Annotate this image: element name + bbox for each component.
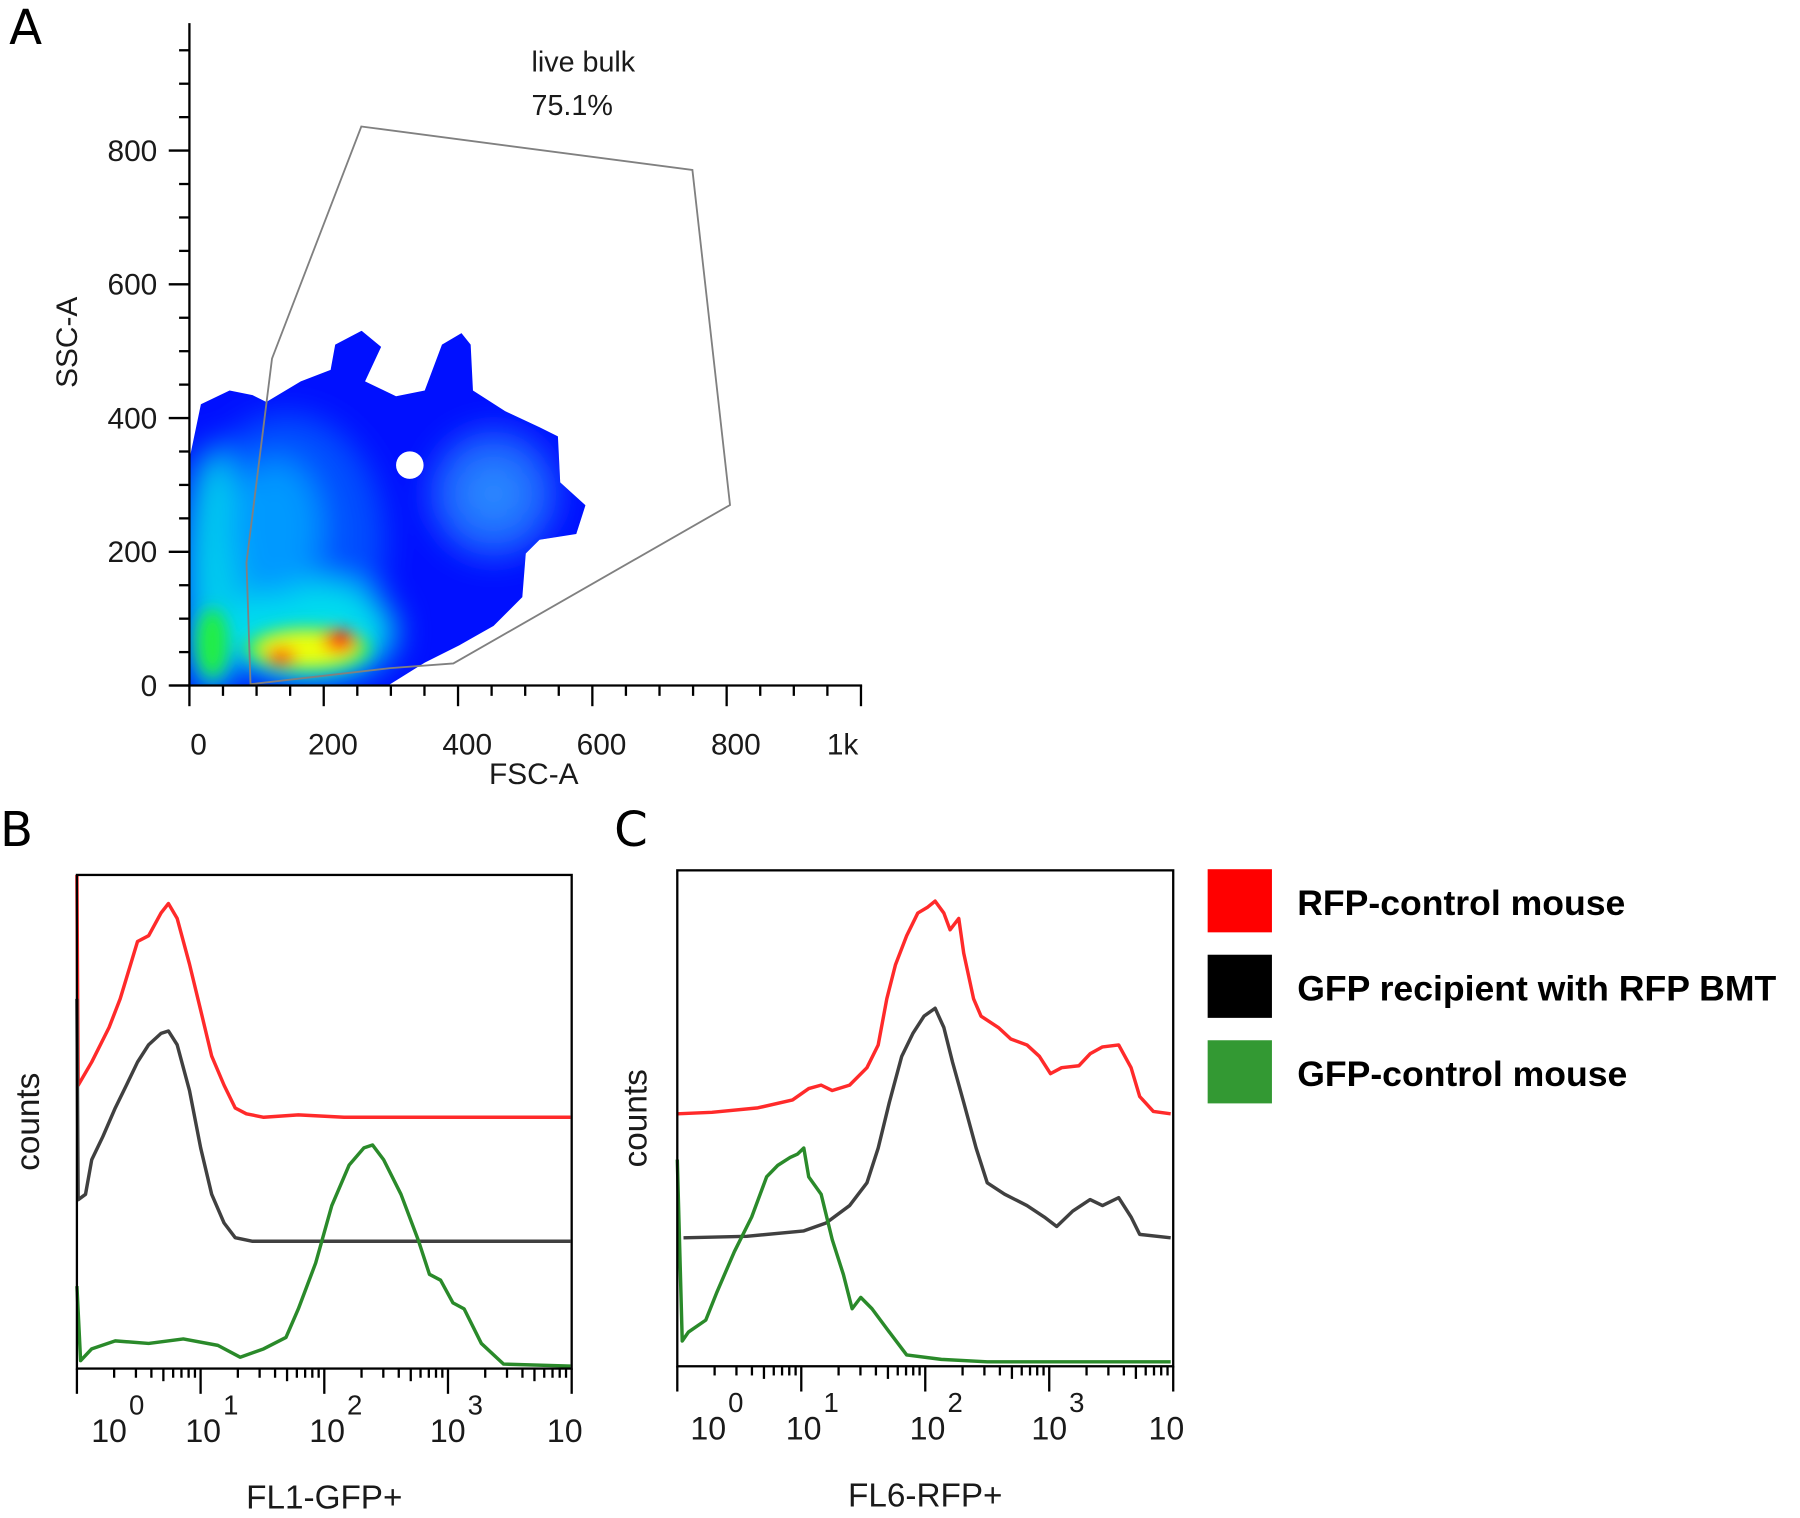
- legend-swatch: [1207, 869, 1272, 933]
- legend-label: RFP-control mouse: [1297, 883, 1625, 923]
- y-tick-label: 800: [107, 135, 157, 168]
- x-tick-label: 600: [577, 728, 627, 761]
- x-tick-label-base: 10: [1031, 1411, 1067, 1447]
- x-tick-label-exponent: 0: [129, 1389, 144, 1420]
- legend-swatch: [1207, 1040, 1272, 1104]
- gate-percent: 75.1%: [532, 90, 613, 122]
- y-tick-label: 400: [107, 402, 157, 435]
- y-tick-label: 600: [107, 269, 157, 302]
- histogram-series-0: [75, 874, 571, 1119]
- x-tick-label: 0: [190, 728, 207, 761]
- gate-polygon: [245, 125, 731, 686]
- x-axis-label: FL1-GFP+: [246, 1480, 402, 1517]
- x-tick-label-base: 10: [1148, 1411, 1184, 1447]
- x-tick-label: 200: [308, 728, 358, 761]
- x-tick-label-exponent: 1: [823, 1387, 838, 1418]
- x-axis-label: FSC-A: [489, 758, 579, 791]
- x-tick-label-base: 10: [185, 1413, 221, 1449]
- density-plot: [189, 330, 586, 686]
- panel-label-a: A: [9, 0, 42, 56]
- x-axis-label: FL6-RFP+: [848, 1477, 1002, 1514]
- x-tick-label-exponent: 3: [1069, 1387, 1084, 1418]
- x-tick-label-exponent: 1: [223, 1389, 238, 1420]
- x-tick-label-base: 10: [309, 1413, 345, 1449]
- x-tick-label: 1k: [827, 728, 859, 761]
- x-tick-label: 400: [442, 728, 492, 761]
- y-tick-label: 200: [107, 536, 157, 569]
- panel-label-b: B: [0, 802, 33, 858]
- y-tick-label: 0: [141, 670, 158, 703]
- y-axis-label: counts: [10, 1073, 47, 1171]
- y-axis-label: counts: [617, 1069, 654, 1167]
- histogram-series-0: [677, 899, 1171, 1116]
- plot-frame: [75, 873, 573, 1370]
- x-tick-label-base: 10: [430, 1413, 466, 1449]
- legend-swatch: [1207, 954, 1272, 1018]
- x-tick-label: 800: [711, 728, 761, 761]
- gate-name: live bulk: [532, 46, 636, 78]
- scatter-plot-fsc-ssc: 0 200 400 600 800 1k 0 200 400 600 800 FSC-A SSC-A li…: [51, 23, 863, 791]
- panel-label-c: C: [614, 802, 648, 858]
- legend: RFP-control mouse GFP recipient with RFP …: [1207, 869, 1776, 1104]
- histogram-series-2: [75, 1143, 571, 1368]
- histogram-series-2: [675, 1146, 1171, 1364]
- plot-frame: [676, 869, 1175, 1368]
- x-tick-label-exponent: 3: [468, 1389, 483, 1420]
- x-tick-label-exponent: 2: [347, 1389, 362, 1420]
- x-tick-label-base: 10: [91, 1413, 127, 1449]
- histogram-series-1: [75, 998, 571, 1243]
- x-tick-label-exponent: 2: [947, 1387, 962, 1418]
- x-tick-label-base: 10: [547, 1413, 583, 1449]
- x-tick-label-base: 10: [910, 1411, 946, 1447]
- x-tick-label-base: 10: [690, 1411, 726, 1447]
- x-tick-label-base: 10: [786, 1411, 822, 1447]
- legend-label: GFP recipient with RFP BMT: [1297, 969, 1776, 1009]
- x-tick-label-exponent: 0: [728, 1387, 743, 1418]
- histogram-series-1: [683, 1006, 1171, 1240]
- y-axis-label: SSC-A: [51, 297, 84, 388]
- legend-label: GFP-control mouse: [1297, 1054, 1627, 1094]
